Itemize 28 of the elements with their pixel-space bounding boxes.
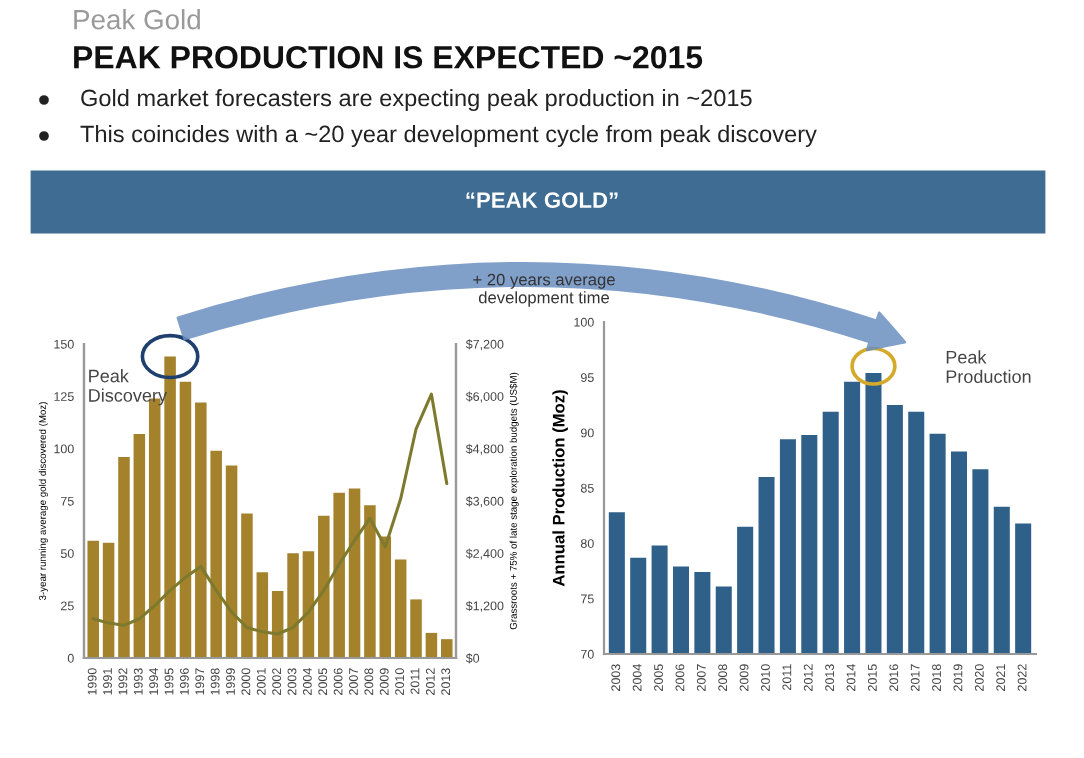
text: Gold market forecasters are expecting peak production in ~2015 [81,89,752,111]
bar [256,572,269,658]
bar [164,356,176,658]
bar [394,559,407,658]
bar [118,457,130,658]
bar [179,381,192,658]
bar [364,505,376,658]
bar [241,513,253,658]
text: + 20 years average development time [473,273,615,307]
chart-title: PEAK PRODUCTION IS EXPECTED ~2015 [74,45,703,69]
bar [87,540,99,658]
bar [410,599,422,658]
text: “PEAK GOLD” [466,192,618,208]
text: This coincides with a ~20 year development cycle from peak discovery [80,125,817,147]
bar [287,553,299,658]
bar [271,591,284,658]
bar [225,465,238,658]
annotation: Peak Production [946,350,1031,384]
bar [302,551,315,658]
bar [425,632,438,658]
bar [379,536,392,658]
y-axis-title: Annual Production (Moz) [552,390,568,587]
bar [348,488,361,658]
bar [102,542,115,658]
bar [133,434,146,658]
chart-subtitle: Peak Gold [74,9,200,30]
line-series [91,392,449,636]
bar [441,639,453,658]
